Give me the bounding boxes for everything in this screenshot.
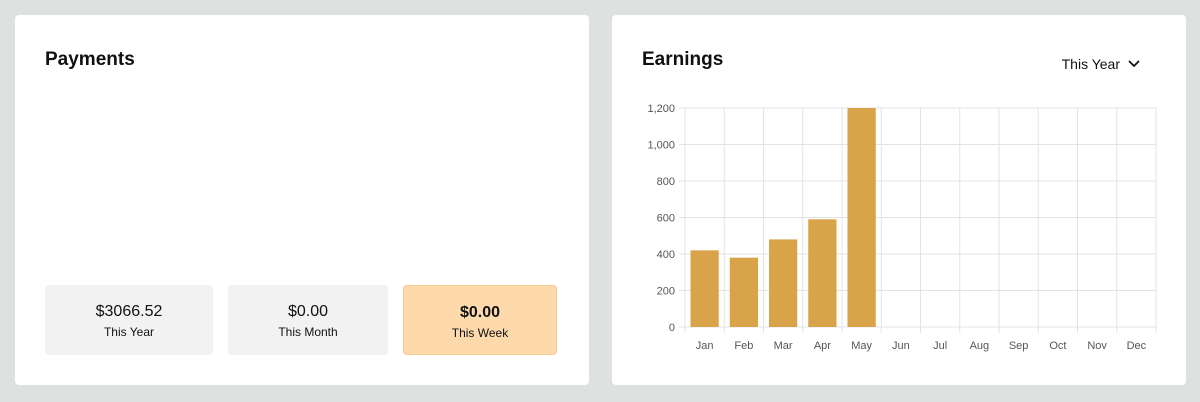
bar-may bbox=[847, 108, 876, 327]
tile-label: This Year bbox=[103, 325, 155, 339]
x-tick-label: Oct bbox=[1049, 340, 1066, 352]
bar-feb bbox=[729, 257, 759, 327]
payments-card: Payments $3066.52 This Year $0.00 This M… bbox=[15, 15, 589, 385]
x-tick-label: Nov bbox=[1087, 340, 1107, 352]
payments-title: Payments bbox=[45, 49, 135, 70]
payments-summary: $3066.52 This Year $0.00 This Month $0.0… bbox=[45, 285, 557, 355]
tile-this-week[interactable]: $0.00 This Week bbox=[403, 285, 557, 355]
tile-amount: $0.00 bbox=[287, 303, 329, 320]
tile-this-month[interactable]: $0.00 This Month bbox=[228, 285, 388, 355]
x-tick-label: Sep bbox=[1009, 340, 1029, 352]
bar-jan bbox=[690, 250, 719, 327]
tile-amount: $3066.52 bbox=[95, 303, 163, 320]
tile-amount: $0.00 bbox=[459, 304, 501, 321]
x-tick-label: Apr bbox=[814, 340, 831, 352]
x-tick-label: May bbox=[851, 340, 872, 352]
bar-apr bbox=[808, 219, 837, 327]
y-tick-label: 1,000 bbox=[647, 140, 675, 152]
y-tick-label: 800 bbox=[657, 176, 675, 188]
x-tick-label: Aug bbox=[970, 340, 990, 352]
earnings-title: Earnings bbox=[642, 49, 724, 70]
y-tick-label: 1,200 bbox=[647, 103, 675, 115]
chevron-down-icon bbox=[1128, 60, 1140, 67]
earnings-card: Earnings This Year 0 200 400 600 800 1,000 1,2… bbox=[612, 15, 1186, 385]
bar-mar bbox=[768, 239, 798, 327]
tile-label: This Month bbox=[278, 325, 338, 339]
y-tick-label: 0 bbox=[669, 322, 675, 334]
x-tick-label: Feb bbox=[734, 340, 753, 352]
x-tick-label: Jun bbox=[892, 340, 910, 352]
x-tick-label: Jul bbox=[933, 340, 947, 352]
range-select[interactable]: This Year bbox=[1062, 56, 1140, 72]
range-select-value: This Year bbox=[1061, 56, 1120, 72]
x-tick-label: Dec bbox=[1127, 340, 1147, 352]
y-tick-label: 200 bbox=[657, 286, 675, 298]
x-tick-label: Mar bbox=[774, 340, 793, 352]
tile-label: This Week bbox=[451, 326, 509, 340]
earnings-chart: 0 200 400 600 800 1,000 1,200 Jan Feb Mar Apr May Ju… bbox=[647, 103, 1157, 352]
x-tick-label: Jan bbox=[696, 340, 714, 352]
y-tick-label: 600 bbox=[657, 213, 675, 225]
y-tick-label: 400 bbox=[657, 249, 675, 261]
tile-this-year[interactable]: $3066.52 This Year bbox=[45, 285, 213, 355]
